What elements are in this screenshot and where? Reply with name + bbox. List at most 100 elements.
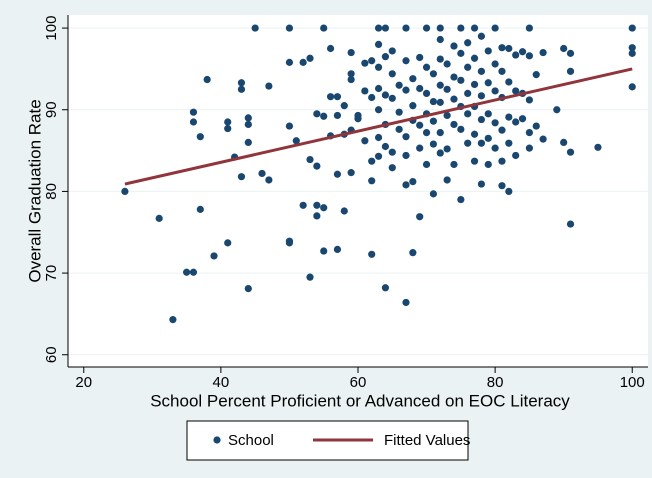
point xyxy=(381,284,390,292)
point xyxy=(491,144,499,152)
point xyxy=(388,148,396,156)
point xyxy=(566,220,575,228)
point xyxy=(518,115,527,123)
point xyxy=(285,122,294,130)
x-tick-label: 60 xyxy=(350,374,367,391)
point xyxy=(505,187,513,196)
point xyxy=(525,52,533,60)
point xyxy=(429,97,438,106)
point xyxy=(183,268,191,276)
legend-marker xyxy=(213,436,221,444)
point xyxy=(532,71,540,79)
point xyxy=(443,176,451,184)
point xyxy=(416,53,424,62)
point xyxy=(436,81,444,89)
point xyxy=(553,106,561,114)
x-tick-label: 80 xyxy=(487,374,504,391)
point xyxy=(333,245,342,253)
point xyxy=(299,201,307,209)
point xyxy=(196,205,204,213)
point xyxy=(402,181,410,189)
point xyxy=(498,44,506,52)
point xyxy=(381,142,390,151)
point xyxy=(470,54,479,62)
point xyxy=(285,239,294,247)
point xyxy=(320,247,328,255)
point xyxy=(374,133,383,142)
y-tick-label: 60 xyxy=(43,346,60,363)
point xyxy=(374,63,383,71)
point xyxy=(443,60,451,68)
point xyxy=(498,182,506,190)
point xyxy=(368,250,376,258)
point xyxy=(525,129,533,137)
point xyxy=(402,151,410,160)
point xyxy=(491,87,499,95)
point xyxy=(299,58,307,66)
point xyxy=(416,213,424,221)
point xyxy=(395,81,403,89)
point xyxy=(457,195,465,204)
point xyxy=(525,144,533,152)
y-tick-label: 70 xyxy=(43,265,60,282)
point xyxy=(512,87,520,95)
point xyxy=(361,59,369,67)
point xyxy=(450,95,458,103)
point xyxy=(518,48,527,56)
point xyxy=(532,122,540,130)
point xyxy=(224,118,232,126)
point xyxy=(333,170,342,178)
point xyxy=(464,139,472,147)
point xyxy=(477,32,486,40)
point xyxy=(333,111,342,120)
legend-label: Fitted Values xyxy=(384,432,470,449)
point xyxy=(477,92,486,100)
point xyxy=(464,110,472,118)
point xyxy=(450,73,458,81)
point xyxy=(313,110,321,118)
point xyxy=(313,212,321,220)
point xyxy=(477,115,486,124)
point xyxy=(388,70,396,78)
point xyxy=(374,152,383,160)
point xyxy=(566,148,575,156)
point xyxy=(450,120,458,129)
point xyxy=(628,24,636,32)
point xyxy=(285,58,294,66)
point xyxy=(484,160,492,169)
point xyxy=(381,91,390,99)
point xyxy=(402,298,410,307)
point xyxy=(388,164,396,172)
point xyxy=(237,79,246,87)
point xyxy=(409,178,417,186)
x-axis-title: School Percent Proficient or Advanced on… xyxy=(150,391,570,410)
point xyxy=(361,87,369,95)
point xyxy=(457,24,465,32)
point xyxy=(505,139,513,147)
point xyxy=(265,82,273,90)
point xyxy=(429,117,438,125)
point xyxy=(457,76,465,84)
point xyxy=(347,75,355,84)
point xyxy=(566,67,575,75)
point xyxy=(436,129,444,137)
point xyxy=(470,157,479,165)
point xyxy=(484,110,492,118)
point xyxy=(464,39,472,47)
point xyxy=(409,249,417,257)
point xyxy=(429,190,438,198)
point xyxy=(347,48,355,57)
point xyxy=(244,284,252,293)
point xyxy=(402,86,410,94)
point xyxy=(306,273,314,281)
point xyxy=(320,24,328,32)
point xyxy=(491,24,499,32)
point xyxy=(306,54,314,62)
point xyxy=(470,24,479,32)
point xyxy=(244,138,252,147)
point xyxy=(464,89,472,98)
point xyxy=(505,44,513,53)
point xyxy=(361,137,369,145)
point xyxy=(347,70,355,78)
point xyxy=(566,49,575,57)
